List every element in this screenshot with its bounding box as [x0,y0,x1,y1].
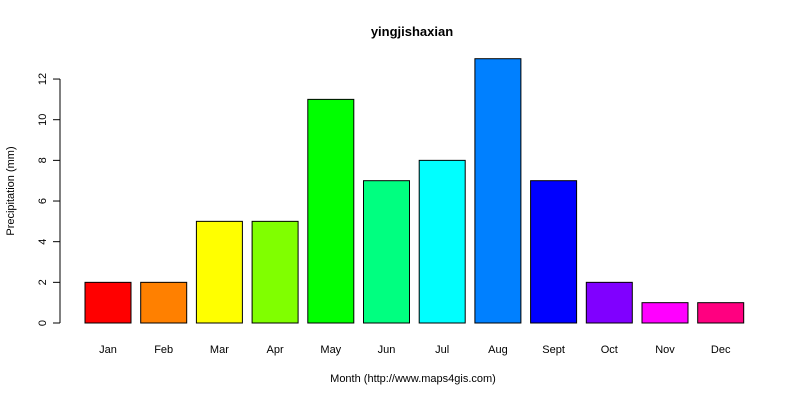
y-axis: 0 2 4 6 8 10 12 [37,73,61,326]
y-tick-label: 6 [37,198,49,204]
bars [84,58,745,324]
x-tick-label: Jan [99,344,117,356]
bar-jan [84,281,132,324]
bar-oct [585,281,633,324]
y-tick-label: 4 [37,239,49,245]
bar-apr [251,220,299,324]
x-tick-label: Dec [711,344,731,356]
bar-feb [140,281,188,324]
bar-nov [641,302,689,324]
bar-jun [363,180,410,324]
x-tick-label: Jul [435,344,449,356]
bar-aug [474,58,522,324]
x-tick-labels: Jan Feb Mar Apr May Jun Jul Aug Sept Oct Nov Dec [99,344,731,356]
y-tick-label: 2 [37,279,49,285]
x-tick-label: Nov [655,344,675,356]
x-tick-label: Feb [154,344,173,356]
bar-mar [195,220,243,324]
x-axis-label: Month (http://www.maps4gis.com) [330,373,496,385]
bar-may [307,98,355,324]
x-tick-label: Apr [267,344,284,356]
x-tick-label: Sept [542,344,565,356]
y-tick-label: 12 [37,73,49,85]
y-tick-label: 8 [37,157,49,163]
y-axis-label: Precipitation (mm) [5,146,17,235]
x-tick-label: May [320,344,341,356]
bar-jul [418,159,466,324]
chart-title: yingjishaxian [371,24,453,39]
bar-dec [697,302,745,324]
y-tick-label: 0 [37,320,49,326]
y-tick-label: 10 [37,114,49,126]
bar-sept [530,180,578,324]
x-tick-label: Mar [210,344,229,356]
x-tick-label: Oct [601,344,618,356]
x-tick-label: Jun [378,344,396,356]
x-tick-label: Aug [488,344,508,356]
